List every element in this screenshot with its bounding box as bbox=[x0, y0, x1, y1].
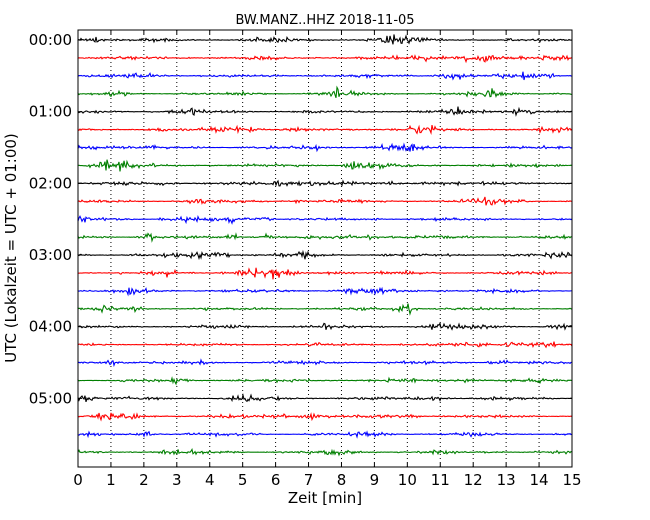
x-tick-label: 9 bbox=[370, 471, 380, 489]
seismogram-traces bbox=[77, 34, 573, 457]
trace-00:45 bbox=[77, 85, 573, 99]
y-tick-label: 02:00 bbox=[29, 174, 72, 192]
x-axis-label: Zeit [min] bbox=[288, 489, 362, 507]
trace-05:30 bbox=[77, 430, 573, 439]
y-tick-label: 05:00 bbox=[29, 389, 72, 407]
x-tick-label: 12 bbox=[464, 471, 483, 489]
trace-04:45 bbox=[77, 376, 573, 386]
x-tick-label: 14 bbox=[530, 471, 549, 489]
trace-05:00 bbox=[77, 392, 573, 403]
x-tick-label: 15 bbox=[562, 471, 581, 489]
trace-02:15 bbox=[77, 196, 573, 206]
trace-03:15 bbox=[77, 267, 573, 280]
y-axis-ticks: 00:00 01:00 02:00 03:00 04:00 05:00 bbox=[29, 31, 572, 407]
trace-05:45 bbox=[77, 448, 573, 457]
y-tick-label: 01:00 bbox=[29, 103, 72, 121]
y-tick-label: 04:00 bbox=[29, 318, 72, 336]
trace-01:30 bbox=[77, 142, 573, 153]
y-tick-label: 00:00 bbox=[29, 31, 72, 49]
x-axis-ticks: 0 1 2 3 4 5 6 7 8 9 10 11 12 13 14 15 bbox=[73, 30, 582, 489]
x-tick-label: 0 bbox=[73, 471, 83, 489]
trace-03:00 bbox=[77, 249, 573, 261]
x-tick-label: 11 bbox=[431, 471, 450, 489]
grid-lines bbox=[110, 30, 540, 467]
trace-00:00 bbox=[77, 34, 573, 45]
y-axis-label: UTC (Lokalzeit = UTC + 01:00) bbox=[2, 133, 20, 363]
trace-02:30 bbox=[77, 214, 573, 225]
x-tick-label: 4 bbox=[205, 471, 215, 489]
trace-02:00 bbox=[77, 179, 573, 187]
plot-frame bbox=[77, 29, 573, 468]
trace-00:30 bbox=[77, 71, 573, 81]
x-tick-label: 7 bbox=[304, 471, 314, 489]
x-tick-label: 10 bbox=[398, 471, 417, 489]
trace-01:45 bbox=[77, 159, 573, 172]
trace-01:00 bbox=[77, 106, 573, 117]
x-tick-label: 8 bbox=[337, 471, 347, 489]
trace-04:30 bbox=[77, 358, 573, 368]
x-tick-label: 6 bbox=[271, 471, 281, 489]
trace-04:15 bbox=[77, 341, 573, 349]
trace-01:15 bbox=[77, 124, 573, 135]
trace-00:15 bbox=[77, 54, 573, 64]
trace-02:45 bbox=[77, 232, 573, 243]
x-tick-label: 3 bbox=[172, 471, 182, 489]
x-tick-label: 5 bbox=[238, 471, 248, 489]
trace-04:00 bbox=[77, 321, 573, 331]
x-tick-label: 13 bbox=[497, 471, 516, 489]
x-tick-label: 1 bbox=[106, 471, 116, 489]
trace-05:15 bbox=[77, 412, 573, 422]
y-tick-label: 03:00 bbox=[29, 246, 72, 264]
trace-03:30 bbox=[77, 286, 573, 297]
trace-03:45 bbox=[77, 303, 573, 316]
x-tick-label: 2 bbox=[139, 471, 149, 489]
chart-title: BW.MANZ..HHZ 2018-11-05 bbox=[235, 13, 414, 28]
